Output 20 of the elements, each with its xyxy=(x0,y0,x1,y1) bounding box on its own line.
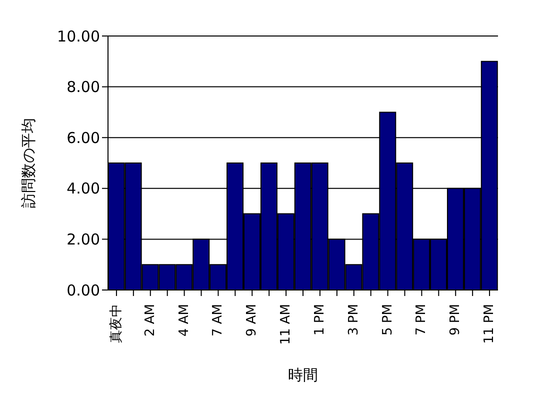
x-axis-title: 時間 xyxy=(288,366,318,384)
x-tick-label: 4 AM xyxy=(176,304,192,337)
y-tick-label: 8.00 xyxy=(66,78,100,96)
x-tick-label: 9 PM xyxy=(448,304,464,336)
x-tick-label: 7 AM xyxy=(210,304,226,337)
x-tick-label: 7 PM xyxy=(414,304,430,336)
y-tick-label: 2.00 xyxy=(66,230,100,249)
y-axis-title: 訪問数の平均 xyxy=(19,118,38,208)
x-tick-label: 2 AM xyxy=(142,304,158,337)
x-tick-label: 1 PM xyxy=(312,304,328,336)
y-tick-label: 4.00 xyxy=(66,180,100,198)
x-tick-label: 11 AM xyxy=(278,304,294,345)
y-tick-label: 0.00 xyxy=(66,281,100,300)
y-tick-label: 10.00 xyxy=(57,27,100,46)
x-tick-label: 3 PM xyxy=(346,304,362,336)
x-tick-label: 5 PM xyxy=(380,304,396,336)
y-tick-label: 6.00 xyxy=(66,128,100,147)
x-tick-label: 真夜中 xyxy=(108,304,124,343)
x-tick-label: 11 PM xyxy=(482,304,498,344)
x-tick-label: 9 AM xyxy=(244,304,260,337)
